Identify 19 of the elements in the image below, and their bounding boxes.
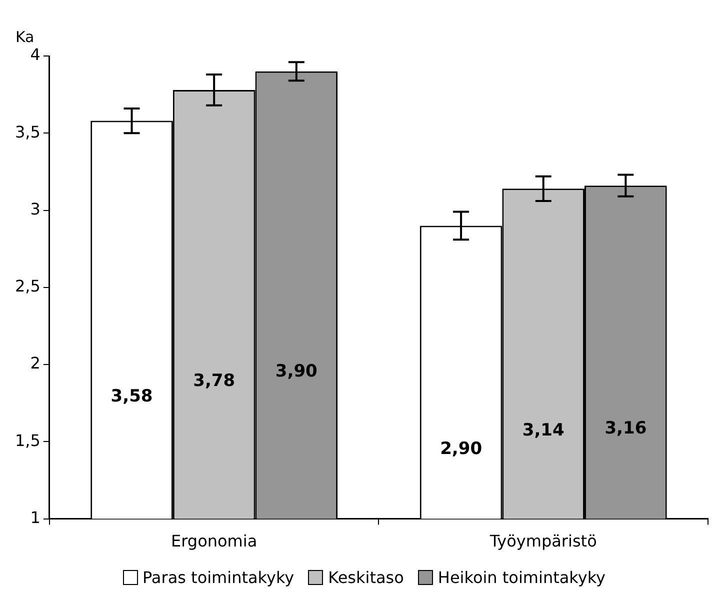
x-tick-label: Työympäristö [488, 532, 597, 551]
data-label: 3,14 [522, 420, 564, 440]
series-label: Paras toimintakyky [142, 568, 294, 587]
y-tick-label: 2,5 [14, 276, 40, 296]
data-label: 3,16 [604, 418, 647, 439]
x-tick-label: Ergonomia [171, 532, 258, 551]
y-tick-label: 1 [30, 508, 40, 527]
y-tick-label: 4 [30, 45, 40, 64]
y-axis-title: Ka [15, 28, 34, 46]
data-label: 3,78 [193, 370, 236, 391]
legend-label: Heikoin toimintakyky [438, 568, 606, 587]
data-label: 3,58 [110, 386, 153, 406]
y-tick-label: 3,5 [14, 122, 40, 142]
y-tick-label: 2 [30, 354, 40, 373]
y-tick-label: 1,5 [14, 430, 40, 450]
data-label: 3,90 [275, 362, 318, 382]
y-tick-label: 3 [30, 199, 40, 218]
legend-label: Keskitaso [328, 568, 404, 587]
data-label: 2,90 [440, 438, 482, 459]
